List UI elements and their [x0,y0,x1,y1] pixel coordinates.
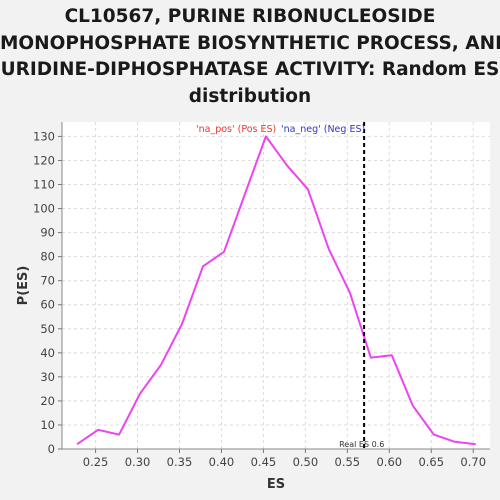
legend-item-neg: 'na_neg' (Neg ES) [281,124,365,135]
legend-item-pos: 'na_pos' (Pos ES) [196,124,276,135]
x-tick-label: 0.45 [251,455,277,469]
y-tick-label: 50 [40,322,55,336]
x-tick-label: 0.40 [209,455,235,469]
x-tick-label: 0.30 [125,455,151,469]
series-layer [76,135,476,446]
chart-title-line-3: URIDINE-DIPHOSPHATASE ACTIVITY: Random E… [0,59,500,80]
x-tick-label: 0.70 [460,455,486,469]
y-tick-label: 0 [48,442,55,456]
chart-title-line-4: distribution [188,85,312,107]
y-tick-label: 130 [33,129,55,143]
y-axis-label: P(ES) [16,266,31,306]
x-tick-label: 0.25 [83,455,109,469]
plot-area [62,122,490,449]
y-tick-label: 110 [33,178,55,192]
axis-layer: 0 10 20 30 40 50 60 70 80 90 100 110 120 130 0.25 0.30 0… [33,122,490,469]
y-tick-label: 40 [40,346,55,360]
real-es-layer: Real ES 0.6 [339,122,384,449]
series-line [76,135,476,446]
y-tick-label: 10 [40,418,55,432]
chart-title-line-1: CL10567, PURINE RIBONUCLEOSIDE [64,6,436,27]
chart-title-line-2: MONOPHOSPHATE BIOSYNTHETIC PROCESS, AND [0,32,500,54]
y-tick-label: 70 [40,274,55,288]
legend: 'na_pos' (Pos ES) 'na_neg' (Neg ES) [196,124,365,135]
x-tick-label: 0.35 [167,455,193,469]
y-tick-label: 60 [40,298,55,312]
y-tick-label: 90 [40,226,55,240]
x-tick-label: 0.65 [418,455,444,469]
chart-title: CL10567, PURINE RIBONUCLEOSIDE MONOPHOSP… [0,4,500,110]
x-tick-label: 0.60 [376,455,402,469]
y-tick-label: 30 [40,370,55,384]
y-tick-label: 100 [33,202,55,216]
x-tick-label: 0.55 [335,455,361,469]
real-es-label: Real ES 0.6 [339,440,384,449]
y-tick-label: 120 [33,153,55,167]
grid-layer [62,122,490,450]
y-tick-label: 20 [40,394,55,408]
x-axis-label: ES [267,477,285,492]
y-tick-label: 80 [40,250,55,264]
x-tick-label: 0.50 [293,455,319,469]
